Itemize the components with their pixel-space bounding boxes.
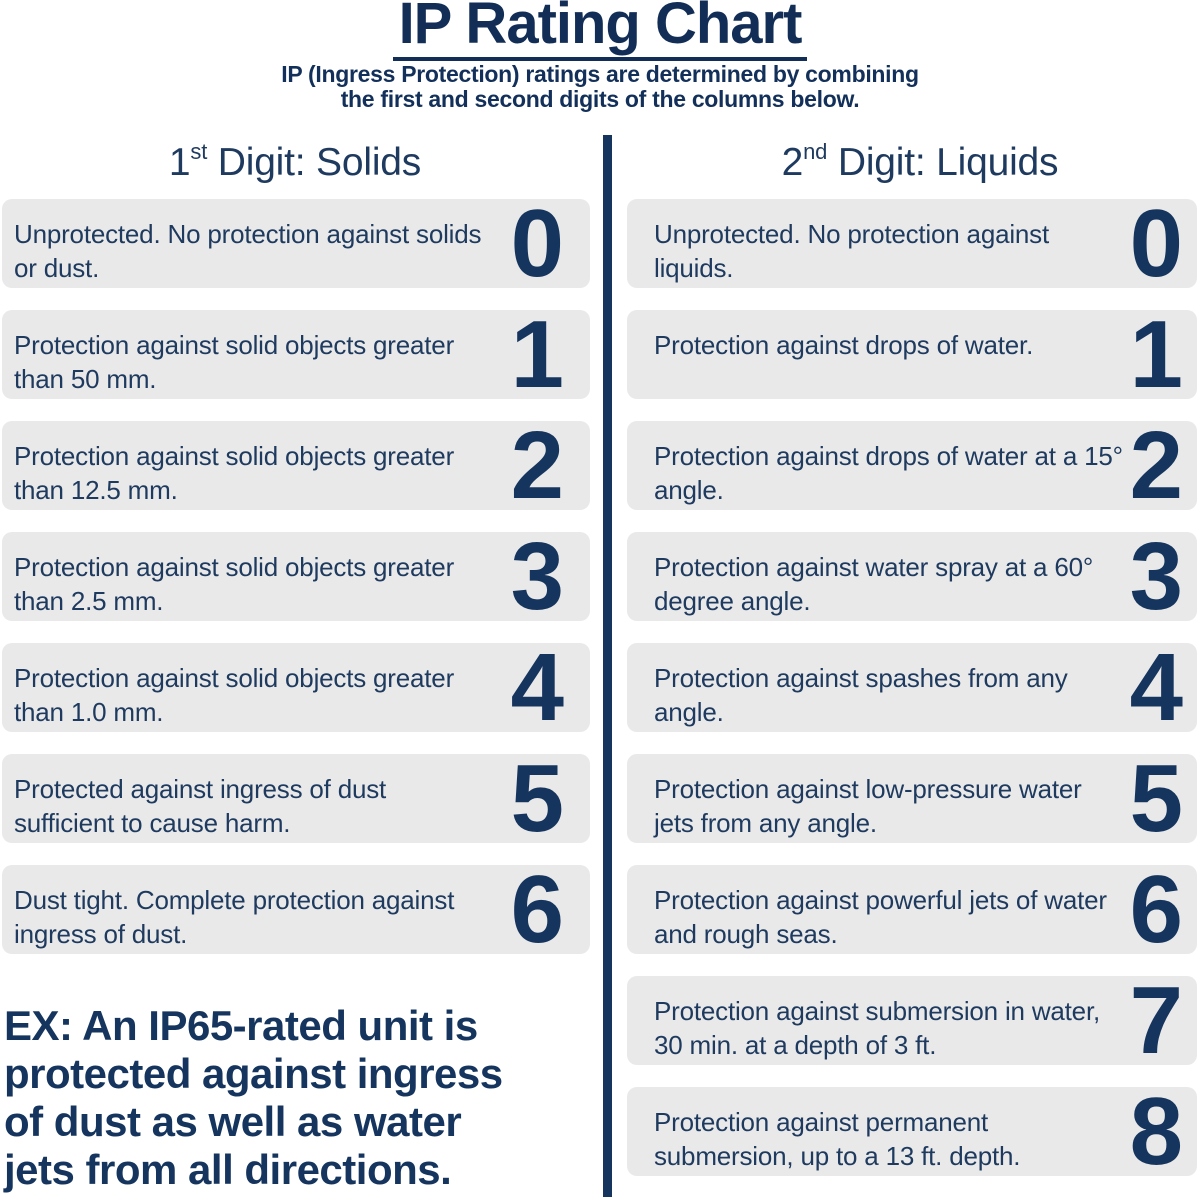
- subtitle-line-2: the first and second digits of the colum…: [340, 86, 860, 112]
- header-ordinal-suffix: nd: [803, 139, 828, 164]
- solids-row-1: Protection against solid objects greater…: [2, 300, 590, 408]
- example-note-line: protected against ingress: [4, 1050, 503, 1097]
- rating-digit: 5: [510, 744, 564, 852]
- rating-digit: 1: [1129, 300, 1183, 408]
- page-title-wrap: IP Rating Chart: [0, 0, 1200, 61]
- example-note: EX: An IP65-rated unit is protected agai…: [4, 1002, 604, 1194]
- example-note-line: jets from all directions.: [4, 1146, 452, 1193]
- solids-row-5: Protected against ingress of dust suffic…: [2, 744, 590, 852]
- liquids-row-7: Protection against submersion in water, …: [627, 966, 1197, 1074]
- header-label: Digit: Liquids: [827, 141, 1059, 184]
- rating-digit: 4: [1129, 633, 1183, 741]
- liquids-row-2: Protection against drops of water at a 1…: [627, 411, 1197, 519]
- rating-description: Protection against solid objects greater…: [14, 552, 455, 616]
- rating-digit: 8: [1129, 1077, 1183, 1185]
- rating-description: Protection against water spray at a 60° …: [654, 552, 1094, 616]
- rating-digit: 0: [510, 189, 564, 297]
- liquids-row-3: Protection against water spray at a 60° …: [627, 522, 1197, 630]
- rating-digit: 0: [1129, 189, 1183, 297]
- rating-digit: 5: [1129, 744, 1183, 852]
- page-subtitle: IP (Ingress Protection) ratings are dete…: [0, 62, 1200, 112]
- column-header-solids: 1st Digit: Solids: [0, 128, 590, 187]
- rating-digit: 2: [1129, 411, 1183, 519]
- rating-description: Unprotected. No protection against solid…: [14, 219, 482, 283]
- liquids-row-4: Protection against spashes from any angl…: [627, 633, 1197, 741]
- rating-description: Protection against solid objects greater…: [14, 441, 455, 505]
- rating-description: Protected against ingress of dust suffic…: [14, 774, 387, 838]
- solids-row-4: Protection against solid objects greater…: [2, 633, 590, 741]
- solids-row-2: Protection against solid objects greater…: [2, 411, 590, 519]
- solids-row-6: Dust tight. Complete protection against …: [2, 855, 590, 963]
- subtitle-line-1: IP (Ingress Protection) ratings are dete…: [281, 61, 919, 87]
- rating-description: Protection against permanent submersion,…: [654, 1107, 1021, 1171]
- liquids-row-8: Protection against permanent submersion,…: [627, 1077, 1197, 1185]
- solids-row-0: Unprotected. No protection against solid…: [2, 189, 590, 297]
- column-header-liquids: 2nd Digit: Liquids: [640, 128, 1200, 187]
- rating-description: Protection against low-pressure water je…: [654, 774, 1082, 838]
- rating-description: Protection against drops of water.: [654, 330, 1034, 360]
- rating-description: Protection against spashes from any angl…: [654, 663, 1068, 727]
- rating-digit: 6: [510, 855, 564, 963]
- column-divider: [603, 135, 612, 1197]
- rating-digit: 6: [1129, 855, 1183, 963]
- rating-description: Protection against drops of water at a 1…: [654, 441, 1123, 505]
- header-label: Digit: Solids: [207, 141, 422, 184]
- rating-digit: 7: [1129, 966, 1183, 1074]
- rating-description: Unprotected. No protection against liqui…: [654, 219, 1049, 283]
- rating-description: Protection against powerful jets of wate…: [654, 885, 1107, 949]
- rating-description: Protection against solid objects greater…: [14, 330, 455, 394]
- rating-digit: 3: [1129, 522, 1183, 630]
- rating-digit: 3: [510, 522, 564, 630]
- rating-description: Protection against solid objects greater…: [14, 663, 455, 727]
- rating-description: Protection against submersion in water, …: [654, 996, 1100, 1060]
- liquids-row-5: Protection against low-pressure water je…: [627, 744, 1197, 852]
- liquids-row-6: Protection against powerful jets of wate…: [627, 855, 1197, 963]
- rating-description: Dust tight. Complete protection against …: [14, 885, 455, 949]
- liquids-row-0: Unprotected. No protection against liqui…: [627, 189, 1197, 297]
- header-number: 1: [168, 141, 191, 184]
- rating-digit: 1: [510, 300, 564, 408]
- example-note-line: EX: An IP65-rated unit is: [4, 1002, 478, 1049]
- example-note-line: of dust as well as water: [4, 1098, 462, 1145]
- rating-digit: 4: [510, 633, 564, 741]
- page-title: IP Rating Chart: [392, 0, 808, 61]
- liquids-row-1: Protection against drops of water. 1: [627, 300, 1197, 408]
- header-ordinal-suffix: st: [190, 139, 208, 164]
- solids-row-3: Protection against solid objects greater…: [2, 522, 590, 630]
- header-number: 2: [781, 141, 804, 184]
- rating-digit: 2: [510, 411, 564, 519]
